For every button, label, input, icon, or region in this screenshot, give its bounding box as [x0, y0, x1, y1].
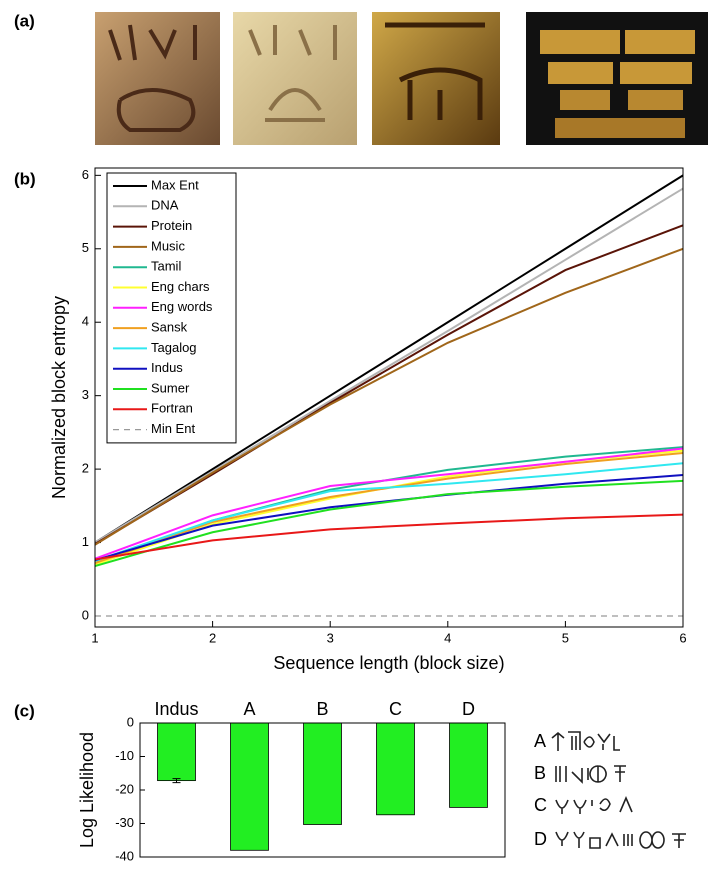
y-tick-label: -30	[115, 815, 134, 830]
sign-sequence	[555, 795, 633, 814]
seal-piece	[555, 118, 685, 138]
seal-photo	[95, 12, 220, 145]
y-tick-label: 3	[82, 387, 89, 402]
legend-label: DNA	[151, 198, 179, 213]
category-label: D	[462, 699, 475, 719]
seal-piece	[560, 90, 610, 110]
sign-legend-label: C	[534, 795, 547, 815]
y-axis-label: Normalized block entropy	[49, 296, 69, 499]
seal-piece	[548, 62, 613, 84]
bar	[230, 722, 269, 851]
series-line	[94, 451, 684, 565]
bar	[376, 722, 415, 816]
category-label: A	[243, 699, 255, 719]
bar	[303, 722, 342, 825]
seal-carving	[248, 25, 337, 122]
sign-legend-label: B	[534, 763, 546, 783]
series-line	[94, 447, 684, 560]
series-line	[94, 247, 684, 546]
plot-frame	[94, 167, 684, 628]
legend-label: Max Ent	[151, 177, 199, 192]
y-tick-label: 6	[82, 167, 89, 182]
y-tick-label: -20	[115, 781, 134, 796]
series-line	[94, 462, 684, 562]
series-line	[94, 479, 684, 568]
sign-sequence	[551, 731, 620, 751]
legend-label: Eng words	[151, 299, 213, 314]
legend-label: Indus	[151, 360, 183, 375]
x-tick-label: 3	[327, 630, 334, 645]
sign-sequence	[555, 765, 626, 784]
legend-label: Fortran	[151, 401, 193, 416]
seal-photos	[95, 12, 708, 145]
category-label: B	[316, 699, 328, 719]
y-tick-label: 1	[82, 534, 89, 549]
category-label: C	[389, 699, 402, 719]
legend-box	[106, 172, 237, 444]
category-label: Indus	[154, 699, 198, 719]
seal-piece	[540, 30, 620, 54]
y-tick-label: -10	[115, 748, 134, 763]
legend-label: Music	[151, 238, 185, 253]
x-tick-label: 1	[91, 630, 98, 645]
series-line	[94, 174, 684, 544]
series-line	[94, 513, 684, 561]
seal-carving	[108, 24, 197, 132]
panel-label: (c)	[14, 701, 35, 720]
legend-label: Min Ent	[151, 421, 195, 436]
sign-legend-label: A	[534, 731, 546, 751]
bar	[157, 722, 196, 782]
seal-carving	[385, 22, 485, 120]
y-tick-label: 5	[82, 240, 89, 255]
y-tick-label: 4	[82, 314, 89, 329]
seal-piece	[620, 62, 692, 84]
legend-label: Sansk	[151, 320, 188, 335]
sign-legend-label: D	[534, 829, 547, 849]
legend-label: Tagalog	[151, 340, 197, 355]
legend-label: Sumer	[151, 380, 190, 395]
y-tick-label: -40	[115, 848, 134, 863]
panel-label: (b)	[14, 169, 36, 188]
error-bar	[172, 778, 181, 784]
x-tick-label: 6	[679, 630, 686, 645]
seal-piece	[625, 30, 695, 54]
sign-legend	[551, 731, 686, 849]
plot-frame	[139, 722, 506, 858]
x-tick-label: 4	[444, 630, 451, 645]
legend-label: Eng chars	[151, 279, 210, 294]
seal-piece	[628, 90, 683, 110]
legend-label: Protein	[151, 218, 192, 233]
y-tick-label: 2	[82, 461, 89, 476]
x-axis-label: Sequence length (block size)	[273, 653, 504, 673]
legend-label: Tamil	[151, 259, 181, 274]
sign-sequence	[555, 831, 686, 849]
x-tick-label: 5	[562, 630, 569, 645]
y-axis-label: Log Likelihood	[77, 732, 97, 848]
x-tick-label: 2	[209, 630, 216, 645]
series-line	[94, 449, 684, 566]
bar	[449, 722, 488, 808]
panel-label: (a)	[14, 11, 35, 30]
series-line	[94, 187, 684, 544]
y-tick-label: 0	[127, 714, 134, 729]
y-tick-label: 0	[82, 607, 89, 622]
